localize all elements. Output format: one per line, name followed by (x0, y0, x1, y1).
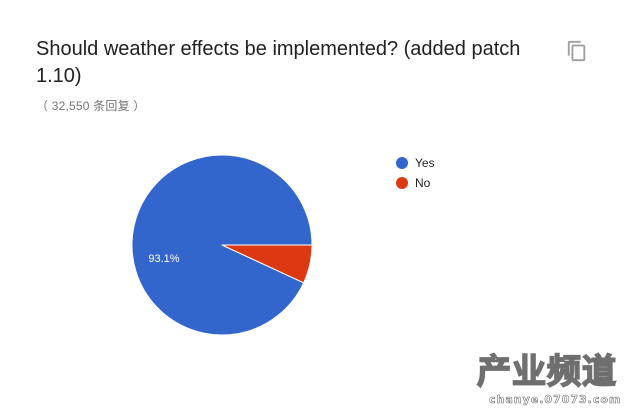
legend-item-no[interactable]: No (396, 173, 435, 193)
legend-item-yes[interactable]: Yes (396, 153, 435, 173)
chart-legend: Yes No (396, 153, 435, 193)
pie-slice-no[interactable] (221, 244, 313, 284)
legend-label: No (415, 176, 431, 190)
legend-label: Yes (415, 156, 435, 170)
question-title: Should weather effects be implemented? (… (36, 38, 521, 87)
watermark-url-text: chanye.07073.com (489, 393, 622, 407)
watermark-main-text: 产业频道 (476, 352, 617, 392)
watermark: 产业频道 chanye.07073.com (476, 352, 627, 410)
legend-swatch (396, 157, 408, 169)
copy-chart-button[interactable] (566, 40, 588, 62)
response-count: （ 32,550 条回复 ） (36, 99, 146, 113)
legend-swatch (396, 177, 408, 189)
slice-data-label-yes: 93.1% (148, 253, 179, 265)
copy-icon (567, 40, 586, 62)
